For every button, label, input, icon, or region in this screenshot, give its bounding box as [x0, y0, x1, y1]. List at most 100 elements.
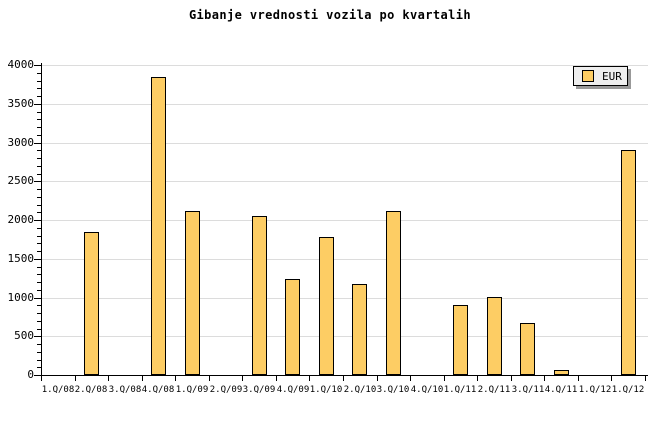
y-minor-tick-3900	[37, 73, 41, 74]
x-axis-label-17: 1.Q/12	[611, 385, 645, 395]
y-axis-label-0: 0	[27, 368, 34, 381]
x-tick-7	[276, 376, 277, 381]
x-axis-label-13: 2.Q/11	[477, 385, 511, 395]
x-axis-label-9: 2.Q/10	[343, 385, 377, 395]
bar-4.Q/11-15	[554, 370, 569, 375]
gridline-1500	[42, 259, 648, 260]
bar-3.Q/11-14	[520, 323, 535, 375]
x-axis-label-0: 1.Q/08	[41, 385, 75, 395]
y-minor-tick-300	[37, 352, 41, 353]
y-minor-tick-700	[37, 321, 41, 322]
x-tick-16	[578, 376, 579, 381]
x-axis-label-4: 1.Q/09	[175, 385, 209, 395]
x-axis-label-12: 1.Q/11	[443, 385, 477, 395]
y-major-tick-4000	[34, 65, 41, 66]
gridline-3500	[42, 104, 648, 105]
bar-2.Q/11-13	[487, 297, 502, 375]
x-axis-label-14: 3.Q/11	[511, 385, 545, 395]
y-minor-tick-2300	[37, 197, 41, 198]
gridline-2500	[42, 181, 648, 182]
bar-4.Q/09-7	[285, 279, 300, 375]
y-minor-tick-3800	[37, 81, 41, 82]
y-minor-tick-900	[37, 305, 41, 306]
gridline-4000	[42, 65, 648, 66]
y-minor-tick-3100	[37, 135, 41, 136]
legend: EUR	[573, 66, 628, 86]
x-tick-14	[511, 376, 512, 381]
y-minor-tick-1700	[37, 243, 41, 244]
chart-title: Gibanje vrednosti vozila po kvartalih	[188, 8, 472, 22]
bar-3.Q/10-10	[386, 211, 401, 375]
gridline-1000	[42, 298, 648, 299]
gridline-500	[42, 336, 648, 337]
bar-1.Q/11-12	[453, 305, 468, 375]
x-tick-8	[309, 376, 310, 381]
x-axis-label-7: 4.Q/09	[276, 385, 310, 395]
y-minor-tick-400	[37, 344, 41, 345]
y-minor-tick-1600	[37, 251, 41, 252]
y-minor-tick-2900	[37, 150, 41, 151]
x-axis-label-15: 4.Q/11	[544, 385, 578, 395]
x-axis-label-1: 2.Q/08	[74, 385, 108, 395]
y-minor-tick-2400	[37, 189, 41, 190]
y-minor-tick-2100	[37, 212, 41, 213]
y-axis-label-2000: 2000	[7, 213, 35, 226]
y-minor-tick-3700	[37, 88, 41, 89]
x-axis-label-11: 4.Q/10	[410, 385, 444, 395]
x-axis-label-2: 3.Q/08	[108, 385, 142, 395]
y-axis-label-4000: 4000	[7, 58, 35, 71]
bar-1.Q/12-17	[621, 150, 636, 375]
y-axis-label-500: 500	[14, 329, 34, 342]
x-axis-label-10: 3.Q/10	[376, 385, 410, 395]
y-minor-tick-600	[37, 329, 41, 330]
x-axis-line	[41, 375, 648, 376]
bar-2.Q/10-9	[352, 284, 367, 375]
y-minor-tick-2200	[37, 205, 41, 206]
x-tick-12	[444, 376, 445, 381]
x-tick-18	[645, 376, 646, 381]
x-tick-5	[209, 376, 210, 381]
x-axis-label-3: 4.Q/08	[141, 385, 175, 395]
y-minor-tick-1800	[37, 236, 41, 237]
y-minor-tick-3200	[37, 127, 41, 128]
x-tick-3	[142, 376, 143, 381]
x-tick-4	[175, 376, 176, 381]
y-major-tick-500	[34, 336, 41, 337]
y-major-tick-2000	[34, 220, 41, 221]
x-axis-label-5: 2.Q/09	[209, 385, 243, 395]
bar-1.Q/10-8	[319, 237, 334, 375]
legend-label: EUR	[602, 69, 622, 83]
x-tick-13	[477, 376, 478, 381]
y-minor-tick-3600	[37, 96, 41, 97]
x-tick-17	[611, 376, 612, 381]
y-major-tick-3500	[34, 104, 41, 105]
bar-3.Q/09-6	[252, 216, 267, 375]
y-axis-label-2500: 2500	[7, 174, 35, 187]
x-axis-label-6: 3.Q/09	[242, 385, 276, 395]
y-axis-label-3500: 3500	[7, 97, 35, 110]
y-minor-tick-3300	[37, 119, 41, 120]
bar-1.Q/09-4	[185, 211, 200, 375]
y-minor-tick-2700	[37, 166, 41, 167]
y-minor-tick-1400	[37, 267, 41, 268]
y-axis-label-1500: 1500	[7, 252, 35, 265]
y-minor-tick-100	[37, 367, 41, 368]
x-tick-15	[544, 376, 545, 381]
legend-swatch-eur	[582, 70, 594, 82]
y-axis-label-3000: 3000	[7, 136, 35, 149]
y-major-tick-1000	[34, 298, 41, 299]
y-major-tick-3000	[34, 143, 41, 144]
x-axis-label-8: 1.Q/10	[309, 385, 343, 395]
x-tick-1	[75, 376, 76, 381]
x-tick-9	[343, 376, 344, 381]
y-minor-tick-800	[37, 313, 41, 314]
y-minor-tick-200	[37, 360, 41, 361]
y-major-tick-1500	[34, 259, 41, 260]
x-tick-0	[41, 376, 42, 381]
bar-4.Q/08-3	[151, 77, 166, 375]
y-minor-tick-2800	[37, 158, 41, 159]
bar-2.Q/08-1	[84, 232, 99, 375]
y-minor-tick-3400	[37, 112, 41, 113]
